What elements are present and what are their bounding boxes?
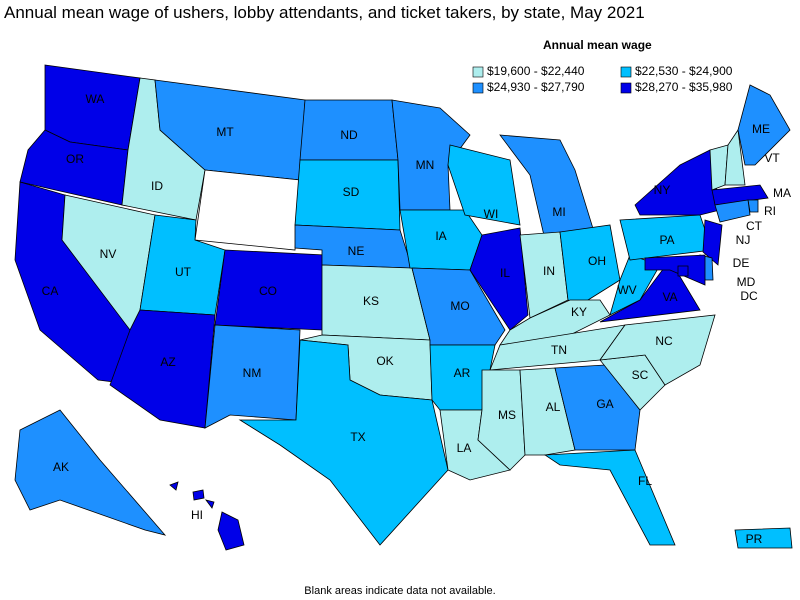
state-label: KY [571, 305, 587, 319]
state-label: CO [259, 284, 277, 298]
state [711, 184, 769, 206]
state-label: MT [216, 125, 234, 139]
legend-label: $28,270 - $35,980 [635, 80, 733, 94]
state-label: IN [543, 264, 555, 278]
state-label: DE [733, 256, 750, 270]
state [554, 364, 641, 451]
state-label: MO [450, 299, 469, 313]
state-label: HI [191, 508, 203, 522]
state [677, 265, 689, 277]
legend-label: $22,530 - $24,900 [635, 64, 733, 78]
state-label: OH [588, 254, 606, 268]
state [519, 367, 576, 456]
state [14, 409, 167, 536]
state-label: MD [737, 275, 756, 289]
state-label: TX [350, 430, 365, 444]
state-label: ND [340, 128, 358, 142]
state [724, 128, 746, 186]
state-label: NC [655, 334, 673, 348]
state [634, 149, 721, 216]
state [469, 227, 529, 331]
footnote: Blank areas indicate data not available. [304, 585, 495, 597]
state [238, 339, 449, 546]
state-label: MN [416, 158, 435, 172]
state-label: SD [343, 185, 360, 199]
state-label: AZ [160, 355, 175, 369]
state-label: RI [764, 204, 776, 218]
state-island [192, 489, 205, 501]
legend-swatch [472, 66, 484, 78]
state-label: NM [243, 366, 262, 380]
legend-swatch [472, 82, 484, 94]
state-label: KS [363, 294, 379, 308]
state-label: ME [752, 122, 770, 136]
legend-swatch [620, 82, 632, 94]
state-label: GA [596, 397, 613, 411]
state [109, 309, 216, 429]
state-label: VA [662, 290, 677, 304]
state [217, 511, 245, 551]
state [194, 169, 301, 251]
state-label: UT [175, 265, 192, 279]
state-label: NE [348, 244, 365, 258]
state-label: OR [66, 152, 84, 166]
state-label: SC [632, 368, 649, 382]
state-island [205, 499, 215, 509]
state-label: DC [740, 289, 758, 303]
legend-title: Annual mean wage [543, 38, 652, 52]
state-label: AK [53, 460, 69, 474]
state-label: FL [638, 474, 652, 488]
state [714, 199, 751, 223]
state-label: CT [746, 219, 763, 233]
state-label: NJ [736, 233, 751, 247]
state-label: AR [454, 366, 471, 380]
state-label: MI [552, 205, 565, 219]
state-label: PR [746, 532, 763, 546]
state-label: ID [151, 179, 163, 193]
state-label: NY [654, 183, 671, 197]
state-label: NV [100, 247, 117, 261]
state-label: PA [659, 233, 674, 247]
state-island [169, 481, 179, 491]
state-label: AL [546, 400, 561, 414]
state-label: TN [551, 343, 567, 357]
state [447, 144, 521, 226]
state [644, 254, 706, 286]
state-label: CA [42, 284, 59, 298]
state-label: WI [484, 207, 499, 221]
state-label: LA [457, 441, 472, 455]
state [702, 219, 723, 266]
state-label: IL [500, 266, 510, 280]
state [737, 84, 791, 166]
map-title: Annual mean wage of ushers, lobby attend… [4, 3, 645, 22]
state-label: IA [435, 229, 446, 243]
state-label: WV [617, 283, 636, 297]
state [391, 99, 471, 211]
state [599, 314, 716, 386]
legend-label: $24,930 - $27,790 [487, 80, 585, 94]
legend-label: $19,600 - $22,440 [487, 64, 585, 78]
state-label: MS [498, 408, 516, 422]
state-label: MA [773, 186, 791, 200]
state [559, 224, 621, 306]
state-label: VT [764, 151, 780, 165]
state [734, 527, 793, 549]
state [543, 449, 676, 546]
state [204, 324, 301, 429]
state-label: OK [376, 354, 393, 368]
legend-swatch [620, 66, 632, 78]
state-label: WA [86, 92, 105, 106]
